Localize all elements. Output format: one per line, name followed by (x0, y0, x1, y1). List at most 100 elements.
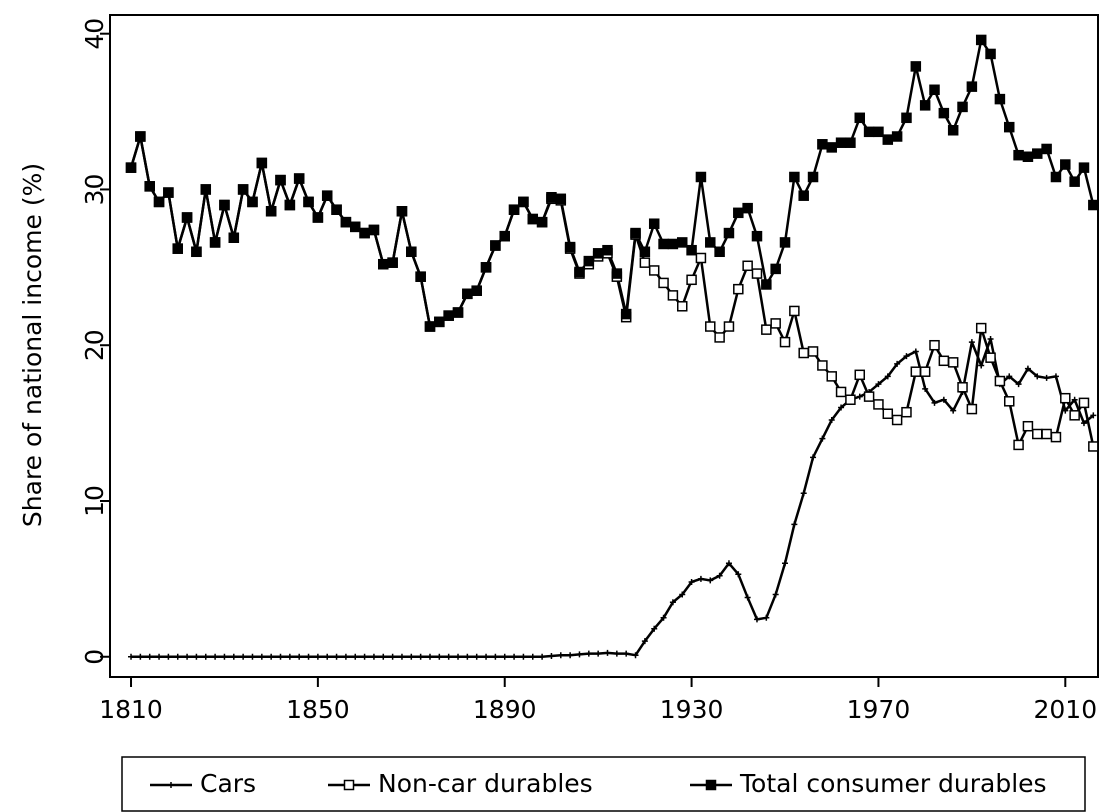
data-point (462, 288, 473, 300)
data-point (686, 244, 697, 256)
data-point (957, 382, 968, 393)
data-point (539, 653, 546, 660)
data-point (396, 206, 408, 217)
data-point (761, 324, 772, 335)
data-point (314, 653, 321, 660)
data-point (891, 131, 903, 142)
data-point (536, 216, 548, 228)
data-point (305, 653, 312, 660)
data-point (490, 240, 501, 251)
legend-label: Total consumer durables (739, 769, 1047, 798)
data-point (368, 224, 380, 236)
data-point (511, 653, 518, 660)
data-point (576, 651, 583, 658)
data-point (361, 653, 368, 660)
data-point (389, 653, 396, 660)
data-point (789, 305, 800, 317)
data-point (546, 191, 557, 203)
data-point (994, 93, 1006, 105)
legend-marker (705, 779, 717, 791)
series-line (131, 337, 1095, 659)
data-point (258, 653, 265, 660)
data-point (807, 171, 819, 183)
data-point (882, 134, 894, 145)
data-point (891, 414, 903, 426)
data-point (1069, 176, 1080, 187)
data-point (705, 321, 716, 332)
data-point (901, 112, 912, 124)
data-point (1060, 159, 1071, 170)
data-point (230, 653, 237, 660)
data-point (296, 653, 303, 660)
data-point (919, 366, 931, 377)
data-point (499, 230, 510, 242)
data-point (676, 301, 688, 312)
data-point (128, 653, 135, 660)
data-point (153, 196, 165, 208)
data-point (284, 199, 296, 211)
data-point (733, 283, 744, 295)
data-point (791, 521, 798, 528)
data-point (639, 246, 651, 258)
data-point (819, 435, 826, 442)
data-point (845, 394, 856, 405)
data-point (455, 653, 462, 660)
data-point (1003, 396, 1015, 407)
data-point (648, 265, 660, 276)
data-point (929, 339, 940, 351)
data-point (595, 650, 602, 657)
x-tick-label: 1850 (286, 695, 350, 724)
data-point (1041, 428, 1052, 440)
data-point (293, 173, 305, 184)
data-point (987, 335, 994, 342)
data-point (660, 614, 667, 621)
data-point (882, 408, 894, 420)
data-point (894, 360, 901, 367)
data-point (443, 310, 454, 321)
data-point (352, 653, 359, 660)
data-point (359, 227, 370, 239)
data-point (1022, 151, 1034, 162)
data-point (658, 277, 669, 289)
data-point (156, 653, 163, 660)
data-point (714, 332, 725, 343)
legend-box (121, 756, 1086, 812)
data-point (826, 371, 837, 382)
data-point (873, 126, 884, 138)
data-point (398, 653, 405, 660)
data-point (845, 137, 856, 148)
data-point (1015, 381, 1022, 388)
data-point (249, 653, 256, 660)
data-point (417, 653, 424, 660)
data-point (669, 599, 676, 606)
data-point (742, 202, 753, 214)
data-point (922, 385, 929, 392)
data-point (125, 162, 137, 173)
data-point (501, 653, 508, 660)
data-point (265, 206, 277, 217)
data-point (1050, 431, 1062, 443)
data-point (620, 308, 632, 320)
data-point (592, 248, 604, 259)
data-point (583, 255, 595, 267)
data-point (863, 126, 875, 138)
data-point (667, 238, 679, 250)
data-point (714, 246, 725, 258)
data-point (172, 243, 183, 254)
data-point (723, 321, 735, 332)
data-point (947, 357, 959, 368)
data-point (387, 257, 398, 268)
data-point (854, 369, 866, 381)
data-point (742, 260, 753, 272)
data-point (219, 199, 230, 211)
data-point (1080, 420, 1087, 427)
data-point (321, 190, 333, 201)
data-point (473, 653, 480, 660)
data-point (585, 650, 592, 657)
data-point (744, 594, 751, 601)
data-point (632, 652, 639, 659)
data-point (209, 237, 221, 248)
data-point (985, 48, 996, 60)
data-point (349, 221, 361, 233)
